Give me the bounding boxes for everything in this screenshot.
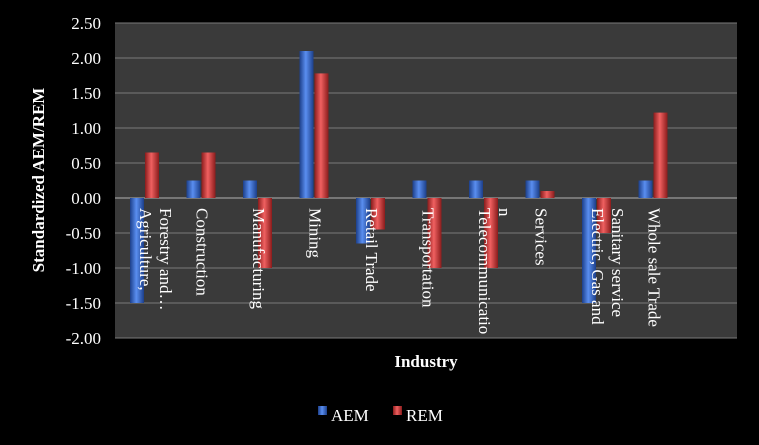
- bar-rem: [427, 198, 442, 268]
- bar-aem: [243, 180, 257, 198]
- y-tick-label: 2.50: [71, 14, 101, 33]
- y-axis-label: Standardized AEM/REM: [29, 88, 48, 273]
- bar-rem: [653, 112, 668, 198]
- category-label: Telecommunicatio: [475, 208, 494, 334]
- bar-aem: [525, 180, 540, 198]
- y-tick-label: 1.00: [71, 119, 101, 138]
- bars: [130, 51, 668, 303]
- x-axis-label: Industry: [394, 352, 458, 371]
- category-label: Manufacturing: [249, 208, 268, 310]
- category-label: Mining: [306, 208, 325, 259]
- bar-aem: [130, 198, 144, 303]
- bar-rem: [540, 191, 555, 198]
- legend-swatch-rem: [393, 406, 402, 415]
- y-tick-label: -0.50: [66, 224, 101, 243]
- y-tick-label: -2.00: [66, 329, 101, 348]
- bar-aem: [412, 180, 427, 198]
- y-tick-label: -1.00: [66, 259, 101, 278]
- y-tick-label: 1.50: [71, 84, 101, 103]
- bar-aem: [356, 198, 370, 244]
- bar-aem: [638, 180, 653, 198]
- bar-rem: [258, 198, 272, 268]
- y-tick-label: 0.50: [71, 154, 101, 173]
- y-tick-label: -1.50: [66, 294, 101, 313]
- legend: AEM REM: [318, 406, 443, 425]
- y-tick-labels: 2.50 2.00 1.50 1.00 0.50 0.00 -0.50 -1.00 -1.50 -…: [66, 14, 101, 348]
- category-label: Electric, Gas and: [588, 208, 607, 325]
- bar-rem: [371, 198, 385, 230]
- y-tick-label: 2.00: [71, 49, 101, 68]
- category-label: n: [495, 208, 514, 217]
- category-label: Forestry and…: [156, 208, 175, 310]
- bar-rem: [201, 152, 216, 198]
- category-label: Whole sale Trade: [645, 208, 664, 327]
- category-label: Construction: [193, 208, 212, 296]
- y-tick-label: 0.00: [71, 189, 101, 208]
- category-labels: Agriculture, Forestry and… Construction Man…: [136, 208, 664, 334]
- bar-rem: [597, 198, 611, 233]
- category-label: Transportation: [419, 208, 438, 308]
- category-label: Retail Trade: [362, 208, 381, 292]
- bar-aem: [582, 198, 596, 303]
- category-label: Sanitary service: [608, 208, 627, 317]
- bar-aem: [469, 180, 483, 198]
- category-label: Services: [532, 208, 551, 266]
- legend-label-rem: REM: [406, 406, 443, 425]
- legend-label-aem: AEM: [331, 406, 369, 425]
- bar-rem: [145, 152, 159, 198]
- category-label: Agriculture,: [136, 208, 155, 291]
- bar-rem: [314, 73, 329, 198]
- bar-aem: [299, 51, 314, 198]
- bar-aem: [186, 180, 201, 198]
- legend-swatch-aem: [318, 406, 327, 415]
- bar-rem: [484, 198, 498, 268]
